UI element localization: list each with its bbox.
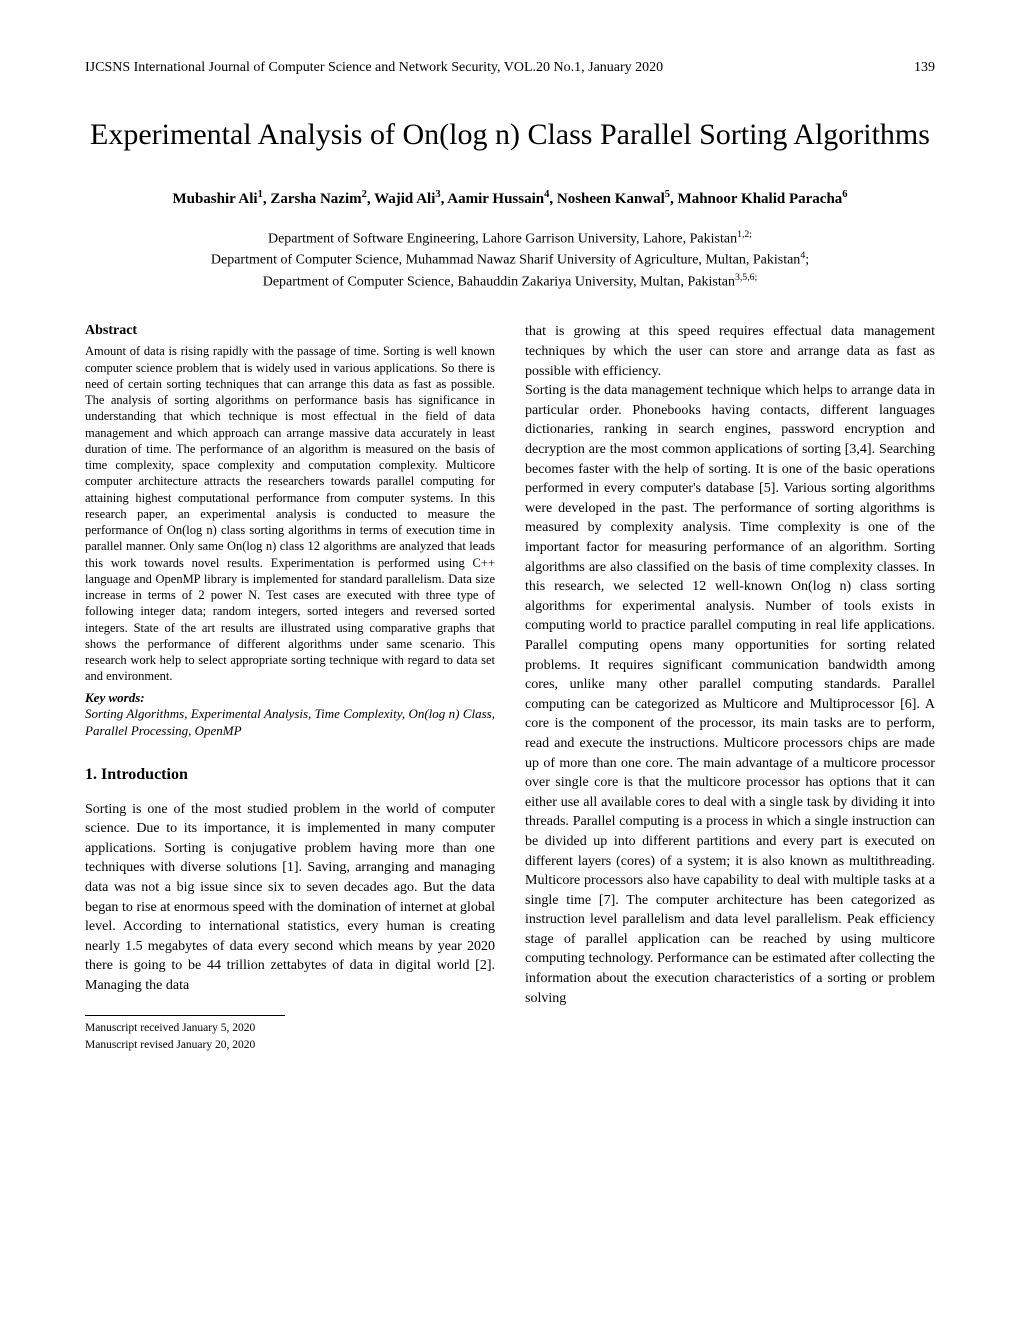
authors-line: Mubashir Ali1, Zarsha Nazim2, Wajid Ali3… [85, 189, 935, 208]
manuscript-received: Manuscript received January 5, 2020 [85, 1020, 495, 1036]
two-column-body: Abstract Amount of data is rising rapidl… [85, 322, 935, 1052]
keywords-body: Sorting Algorithms, Experimental Analysi… [85, 706, 495, 740]
journal-header-line: IJCSNS International Journal of Computer… [85, 60, 935, 76]
affiliation-line-2: Department of Computer Science, Muhammad… [85, 249, 935, 271]
paper-title: Experimental Analysis of On(log n) Class… [85, 116, 935, 154]
affiliation-line-1: Department of Software Engineering, Laho… [85, 228, 935, 250]
section-1-heading: 1. Introduction [85, 764, 495, 786]
footer-divider [85, 1015, 285, 1016]
abstract-body: Amount of data is rising rapidly with th… [85, 343, 495, 684]
manuscript-dates: Manuscript received January 5, 2020 Manu… [85, 1020, 495, 1052]
affiliation-line-3: Department of Computer Science, Bahauddi… [85, 271, 935, 293]
journal-header: IJCSNS International Journal of Computer… [85, 60, 663, 76]
keywords-heading: Key words: [85, 689, 495, 707]
abstract-heading: Abstract [85, 322, 495, 341]
page-number: 139 [914, 60, 935, 76]
manuscript-revised: Manuscript revised January 20, 2020 [85, 1037, 495, 1053]
section-1-body: Sorting is one of the most studied probl… [85, 800, 495, 996]
right-column-body: that is growing at this speed requires e… [525, 322, 935, 1008]
right-column: that is growing at this speed requires e… [525, 322, 935, 1052]
left-column: Abstract Amount of data is rising rapidl… [85, 322, 495, 1052]
affiliations: Department of Software Engineering, Laho… [85, 228, 935, 293]
